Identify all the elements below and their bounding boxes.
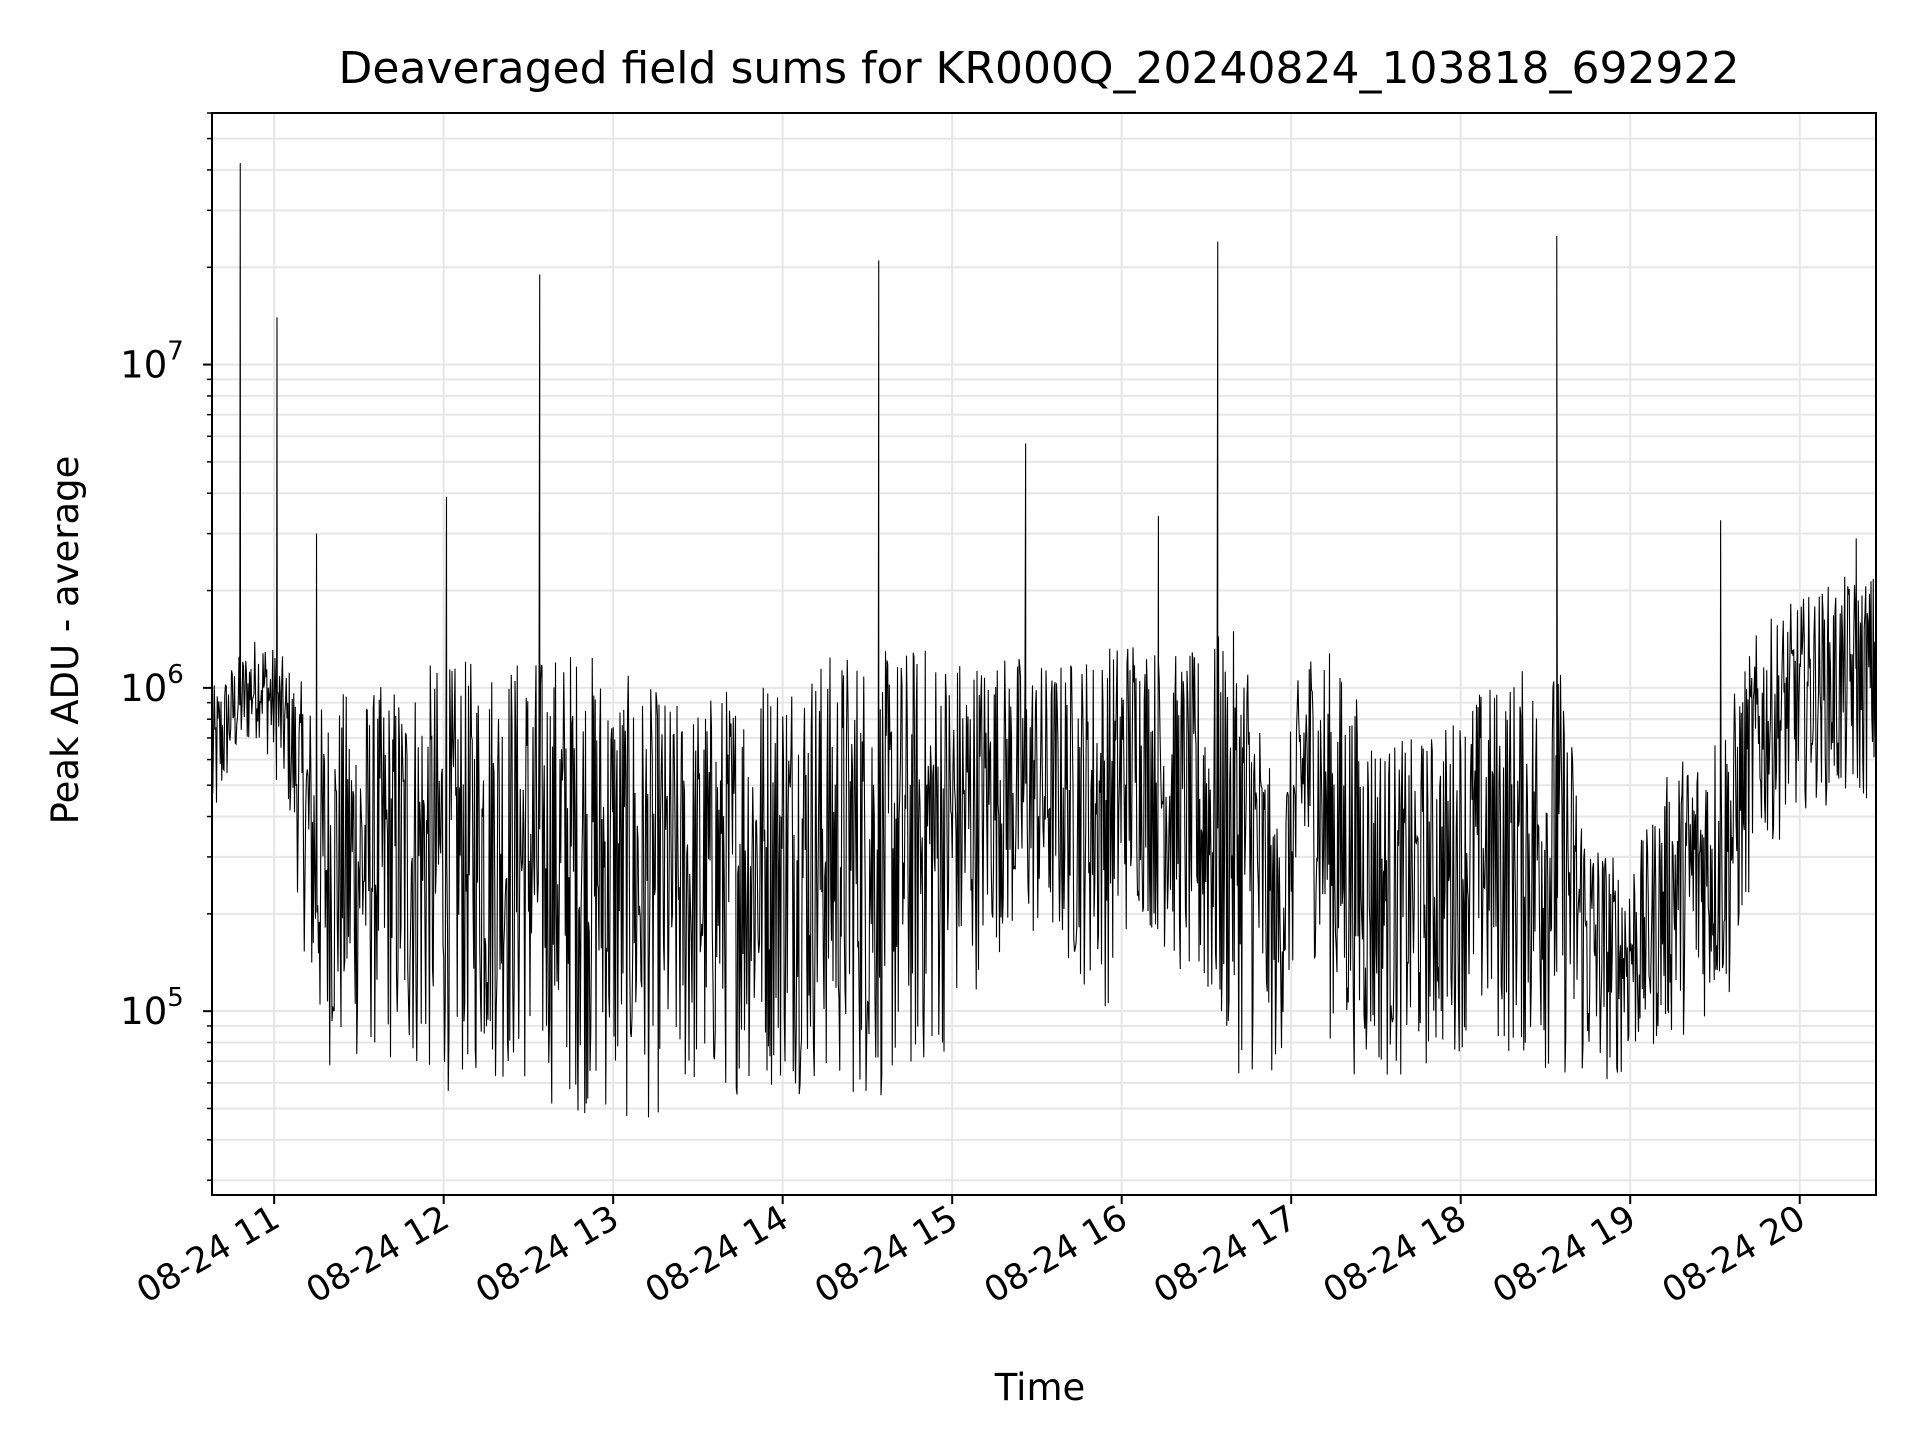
series-line [211,163,1877,1118]
series-group [211,163,1877,1118]
chart-title: Deaveraged field sums for KR000Q_2024082… [339,43,1740,94]
y-axis: 105 106 107 [120,112,212,1181]
y-tick-label: 107 [120,337,184,387]
y-tick-label: 105 [120,983,184,1033]
plot-frame [211,112,1877,1196]
x-axis-label: Time [994,1366,1086,1409]
y-tick-label: 106 [120,660,184,710]
y-axis-label: Peak ADU - average [44,456,87,825]
